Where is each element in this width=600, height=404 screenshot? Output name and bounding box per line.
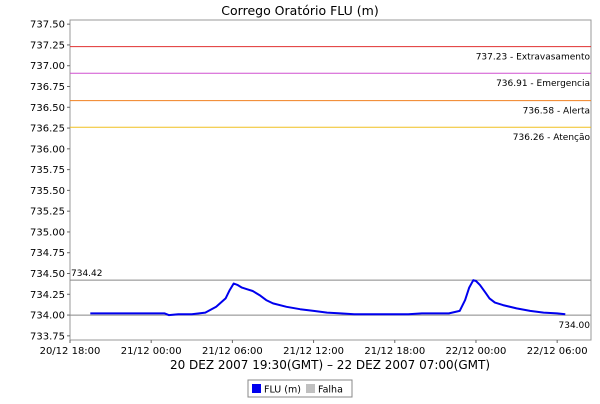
reference-lines: 734.42 734.00 xyxy=(70,269,591,331)
reference-label: 734.42 xyxy=(71,269,103,279)
plot-area xyxy=(69,19,592,341)
y-tick-label: 734.75 xyxy=(30,248,65,259)
y-tick-label: 737.00 xyxy=(30,61,65,72)
y-tick-label: 736.25 xyxy=(30,124,65,135)
y-tick-label: 737.50 xyxy=(30,20,65,31)
x-tick-label: 22/12 06:00 xyxy=(527,346,588,357)
chart-title: Corrego Oratório FLU (m) xyxy=(221,3,378,18)
threshold-label: 736.26 - Atenção xyxy=(513,133,591,143)
threshold-label: 736.58 - Alerta xyxy=(523,107,590,117)
x-axis-label: 20 DEZ 2007 19:30(GMT) – 22 DEZ 2007 07:… xyxy=(170,358,490,372)
series-layer xyxy=(90,279,566,317)
legend-box xyxy=(247,379,353,398)
x-axis: 20/12 18:00 21/12 00:00 21/12 06:00 21/12 1… xyxy=(40,340,588,357)
y-tick-label: 736.00 xyxy=(30,144,65,155)
series-line-0 xyxy=(90,279,566,317)
legend-label: FLU (m) xyxy=(264,385,301,396)
reference-label: 734.00 xyxy=(559,321,591,331)
y-tick-label: 735.25 xyxy=(30,207,65,218)
x-tick-label: 21/12 06:00 xyxy=(202,346,263,357)
y-tick-label: 735.00 xyxy=(30,227,65,238)
x-tick-label: 21/12 12:00 xyxy=(283,346,344,357)
legend-swatch xyxy=(252,384,261,393)
threshold-label: 737.23 - Extravasamento xyxy=(476,53,591,63)
legend-label: Falha xyxy=(318,385,343,396)
y-tick-label: 735.75 xyxy=(30,165,65,176)
legend: FLU (m) Falha xyxy=(247,379,353,398)
threshold-lines: 737.23 - Extravasamento 736.91 - Emergenc… xyxy=(70,46,591,143)
y-tick-label: 733.75 xyxy=(30,331,65,342)
x-tick-label: 22/12 00:00 xyxy=(446,346,507,357)
legend-swatch xyxy=(306,384,315,393)
y-tick-label: 736.75 xyxy=(30,82,65,93)
x-tick-label: 21/12 00:00 xyxy=(121,346,182,357)
y-tick-label: 734.50 xyxy=(30,269,65,280)
x-tick-label: 21/12 18:00 xyxy=(364,346,425,357)
y-tick-label: 734.25 xyxy=(30,290,65,301)
y-tick-label: 734.00 xyxy=(30,311,65,322)
y-tick-label: 737.25 xyxy=(30,40,65,51)
threshold-label: 736.91 - Emergencia xyxy=(496,79,590,89)
y-axis: 733.75 734.00 734.25 734.50 734.75 735.00 735.… xyxy=(30,20,70,342)
y-tick-label: 735.50 xyxy=(30,186,65,197)
y-tick-label: 736.50 xyxy=(30,103,65,114)
x-tick-label: 20/12 18:00 xyxy=(40,346,101,357)
